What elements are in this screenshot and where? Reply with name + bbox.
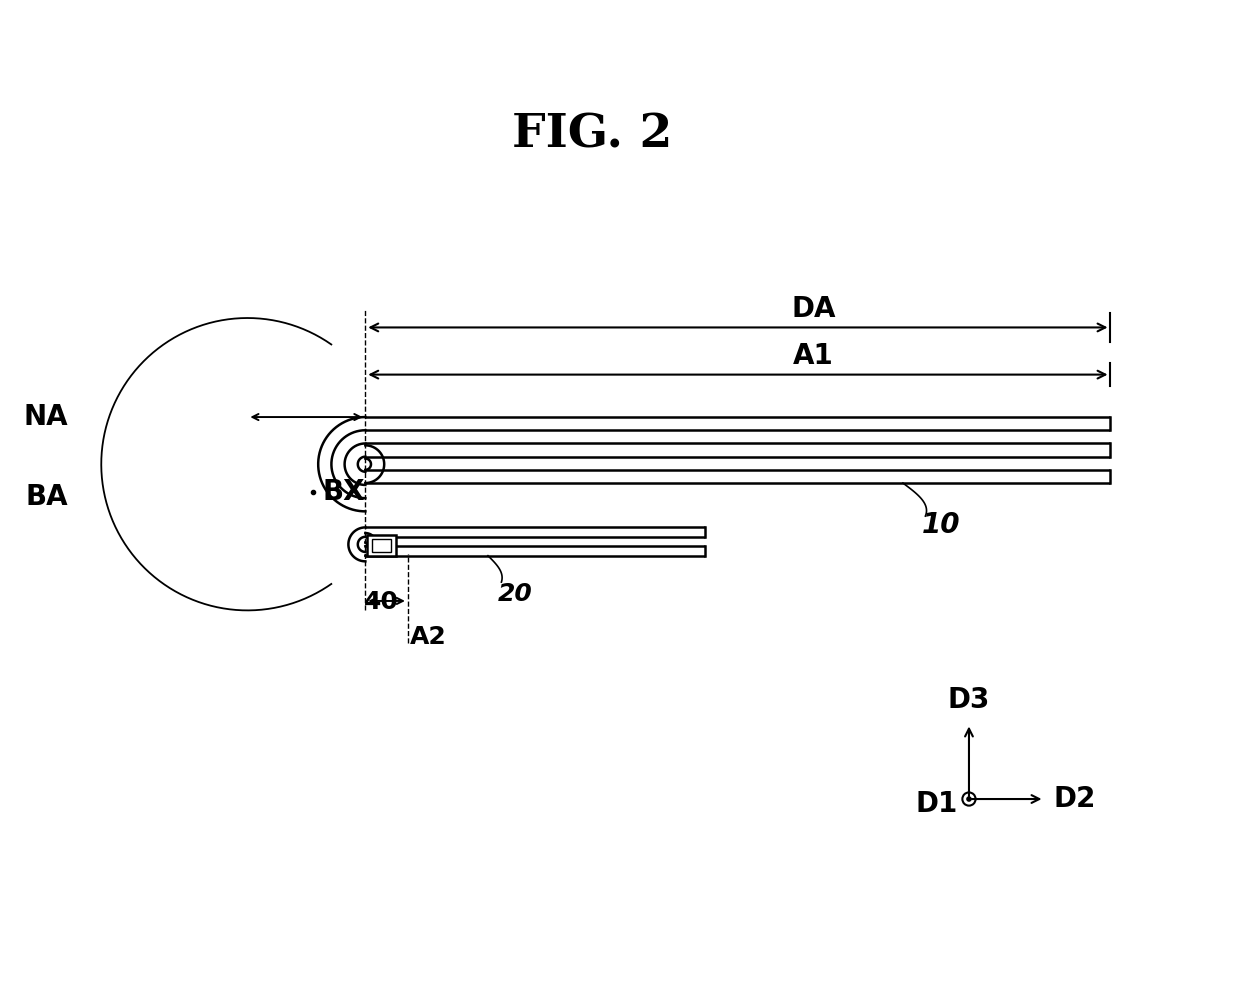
Text: D1: D1 xyxy=(915,790,957,818)
Text: 10: 10 xyxy=(921,511,960,540)
Text: A1: A1 xyxy=(792,342,833,370)
Bar xyxy=(372,539,391,552)
Text: D3: D3 xyxy=(947,687,991,714)
Circle shape xyxy=(967,797,971,801)
Text: A2: A2 xyxy=(409,624,446,648)
Bar xyxy=(367,535,396,556)
Text: FIG. 2: FIG. 2 xyxy=(512,111,672,157)
Text: D2: D2 xyxy=(1054,785,1096,813)
Text: BA: BA xyxy=(26,484,68,511)
Text: 20: 20 xyxy=(497,582,532,606)
Text: DA: DA xyxy=(791,295,836,323)
Text: NA: NA xyxy=(24,403,68,431)
Text: 40: 40 xyxy=(365,590,399,614)
Text: BX: BX xyxy=(322,479,366,506)
